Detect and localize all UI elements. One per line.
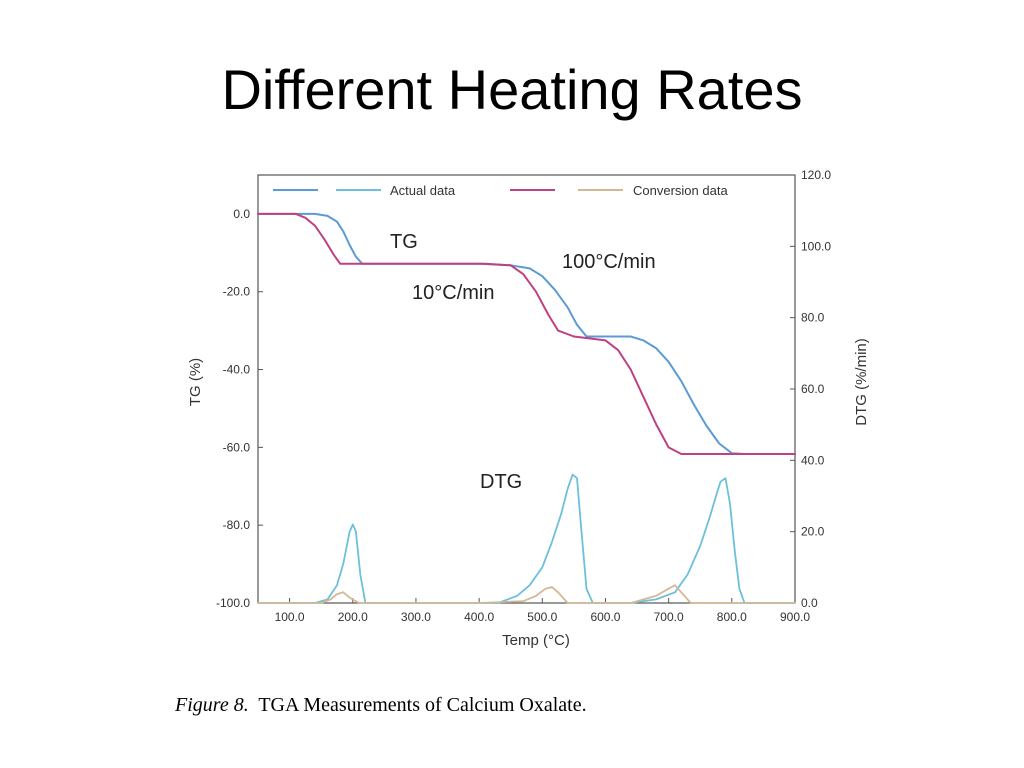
y-tick-label: -80.0 <box>223 518 251 532</box>
y2-tick-label: 80.0 <box>801 311 825 325</box>
series-group <box>257 212 796 604</box>
series-tg-100-line <box>257 212 796 455</box>
y-tick-label: -20.0 <box>223 285 251 299</box>
legend-actual-label: Actual data <box>390 183 456 198</box>
caption-figure-label: Figure 8. <box>175 694 249 716</box>
x-tick-label: 300.0 <box>401 610 431 624</box>
y2-tick-label: 0.0 <box>801 596 818 610</box>
tick-marks: 100.0 200.0 300.0 400.0 500.0 600.0 700.0 800.0… <box>216 168 831 624</box>
y-tick-label: -100.0 <box>216 596 250 610</box>
series-dtg-10-line <box>257 584 796 604</box>
y2-tick-label: 40.0 <box>801 453 825 467</box>
annotation-100c-min: 100°C/min <box>562 251 656 273</box>
annotation-tg: TG <box>390 231 418 253</box>
y2-axis-label: DTG (%/min) <box>853 338 870 426</box>
plot-frame <box>257 174 796 604</box>
figure-caption: Figure 8. TGA Measurements of Calcium Ox… <box>175 694 587 717</box>
tga-chart: 100.0 200.0 300.0 400.0 500.0 600.0 700.0 800.0… <box>187 168 870 649</box>
y-tick-label: 0.0 <box>233 207 250 221</box>
x-tick-label: 800.0 <box>717 610 747 624</box>
x-tick-label: 500.0 <box>527 610 557 624</box>
x-tick-label: 100.0 <box>275 610 305 624</box>
caption-text: TGA Measurements of Calcium Oxalate. <box>258 694 587 716</box>
series-tg-10-line <box>257 212 796 455</box>
y2-tick-label: 60.0 <box>801 382 825 396</box>
x-tick-label: 900.0 <box>780 610 810 624</box>
legend-conversion-label: Conversion data <box>633 183 728 198</box>
x-axis-label: Temp (°C) <box>502 632 570 649</box>
y-axis-label: TG (%) <box>187 358 204 406</box>
x-tick-label: 400.0 <box>464 610 494 624</box>
y2-tick-label: 120.0 <box>801 168 831 182</box>
slide-title: Different Heating Rates <box>221 58 803 121</box>
x-tick-label: 200.0 <box>338 610 368 624</box>
x-tick-label: 600.0 <box>590 610 620 624</box>
y2-tick-label: 100.0 <box>801 239 831 253</box>
legend: Actual data Conversion data <box>273 183 728 198</box>
annotation-dtg: DTG <box>480 471 522 493</box>
annotation-10c-min: 10°C/min <box>412 282 494 304</box>
y-tick-label: -40.0 <box>223 363 251 377</box>
y2-tick-label: 20.0 <box>801 525 825 539</box>
y-tick-label: -60.0 <box>223 440 251 454</box>
series-dtg-100-line <box>257 473 796 604</box>
x-tick-label: 700.0 <box>654 610 684 624</box>
